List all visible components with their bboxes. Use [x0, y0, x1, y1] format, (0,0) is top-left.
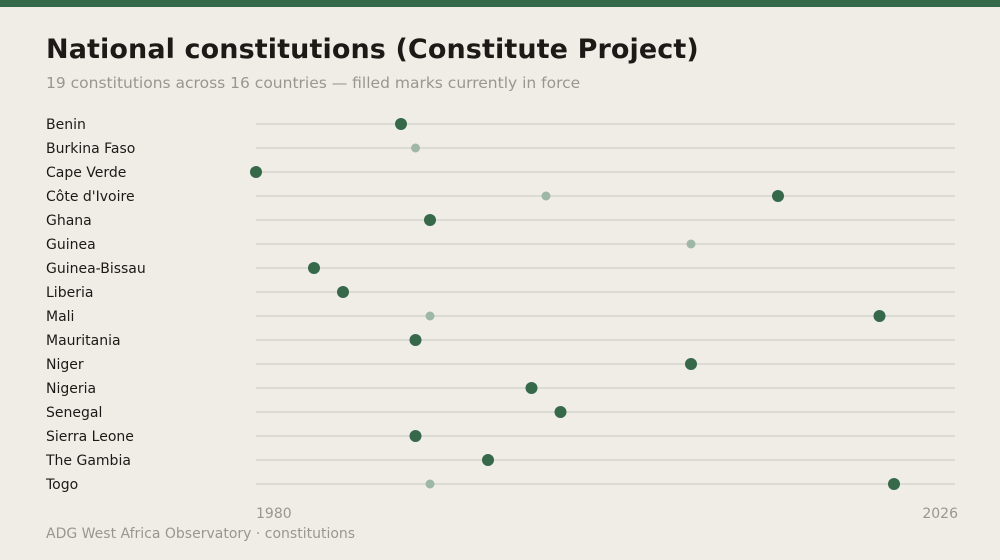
country-label: Nigeria	[46, 381, 96, 397]
country-label: Niger	[46, 357, 84, 373]
country-label: Liberia	[46, 285, 93, 301]
country-label: Sierra Leone	[46, 429, 134, 445]
constitution-point-in-force	[424, 214, 436, 226]
x-tick-label: 1980	[256, 506, 292, 522]
x-axis-ticks: 1980 2026	[256, 506, 958, 522]
country-label: Burkina Faso	[46, 141, 135, 157]
data-points	[250, 118, 900, 490]
country-label: The Gambia	[45, 453, 131, 469]
constitution-point-historical	[686, 239, 696, 249]
constitution-point-in-force	[395, 118, 407, 130]
constitution-point-historical	[411, 143, 420, 153]
country-label: Côte d'Ivoire	[46, 189, 135, 205]
constitution-point-in-force	[525, 382, 538, 394]
constitution-point-in-force	[337, 286, 349, 298]
country-label: Guinea	[46, 237, 96, 253]
constitution-point-historical	[425, 311, 435, 321]
constitution-point-historical	[541, 191, 551, 201]
constitution-point-in-force	[482, 454, 494, 466]
constitution-point-in-force	[308, 262, 320, 274]
chart-subtitle: 19 constitutions across 16 countries — f…	[46, 74, 581, 92]
constitution-point-in-force	[409, 430, 422, 442]
country-label: Benin	[46, 117, 86, 133]
country-label: Guinea-Bissau	[46, 261, 146, 277]
country-label: Mauritania	[46, 333, 121, 349]
country-label: Senegal	[46, 405, 102, 421]
constitution-point-in-force	[409, 334, 422, 346]
constitution-point-in-force	[772, 190, 784, 202]
constitution-point-in-force	[873, 310, 886, 322]
country-label: Ghana	[46, 213, 92, 229]
country-label: Mali	[46, 309, 74, 325]
country-labels: Benin Burkina Faso Cape Verde Côte d'Ivoire…	[45, 117, 146, 493]
x-tick-label: 2026	[922, 506, 958, 522]
source-footer: ADG West Africa Observatory · constituti…	[46, 526, 356, 542]
constitution-point-in-force	[554, 406, 567, 418]
gridlines	[256, 123, 955, 485]
constitution-point-in-force	[685, 358, 697, 370]
top-accent-bar	[0, 0, 1000, 7]
chart-title: National constitutions (Constitute Proje…	[46, 34, 699, 65]
constitution-point-in-force	[250, 166, 262, 178]
country-label: Cape Verde	[46, 165, 126, 181]
constitution-point-in-force	[888, 478, 900, 490]
country-label: Togo	[45, 477, 78, 493]
constitution-point-historical	[425, 479, 435, 489]
